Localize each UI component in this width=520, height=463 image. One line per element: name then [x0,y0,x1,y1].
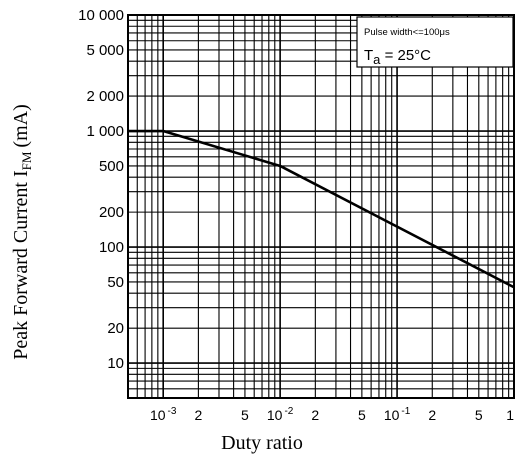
y-tick-label: 200 [99,204,124,221]
x-tick-label: 5 [475,407,483,423]
x-tick-label: 2 [311,407,319,423]
grid [127,15,514,399]
x-tick-label: 10 -3 [150,406,177,423]
x-tick-label: 10 -2 [267,406,294,423]
x-tick-label: 5 [241,407,249,423]
plot-frame [127,14,515,399]
x-tick-label: 2 [428,407,436,423]
annotation-temperature: Ta = 25°C [364,47,431,67]
y-axis-title: Peak Forward Current IFM(mA) [10,104,34,360]
y-tick-label: 2 000 [86,88,124,105]
x-tick-label: 10 -1 [384,406,411,423]
y-tick-label: 10 000 [78,7,124,24]
y-tick-label: 50 [107,274,124,291]
y-tick-label: 10 [107,355,124,372]
y-tick-label: 500 [99,158,124,175]
y-tick-label: 20 [107,320,124,337]
annotation-pulse-width: Pulse width<=100μs [364,27,450,38]
x-tick-label: 1 [506,407,514,423]
x-axis-title: Duty ratio [221,432,303,454]
series-line [128,129,515,289]
y-tick-label: 5 000 [86,42,124,59]
y-tick-labels: 10 000 5 000 2 000 1 000 500 200 100 50 20 10 [78,7,124,372]
x-tick-labels: 10 -3 2 5 10 -2 2 5 10 -1 2 5 1 [150,406,514,423]
series-layer [128,129,515,289]
annotation-box: Pulse width<=100μs Ta = 25°C [356,16,514,68]
y-tick-label: 100 [99,239,124,256]
y-tick-label: 1 000 [86,123,124,140]
x-tick-label: 2 [195,407,203,423]
x-tick-label: 5 [358,407,366,423]
